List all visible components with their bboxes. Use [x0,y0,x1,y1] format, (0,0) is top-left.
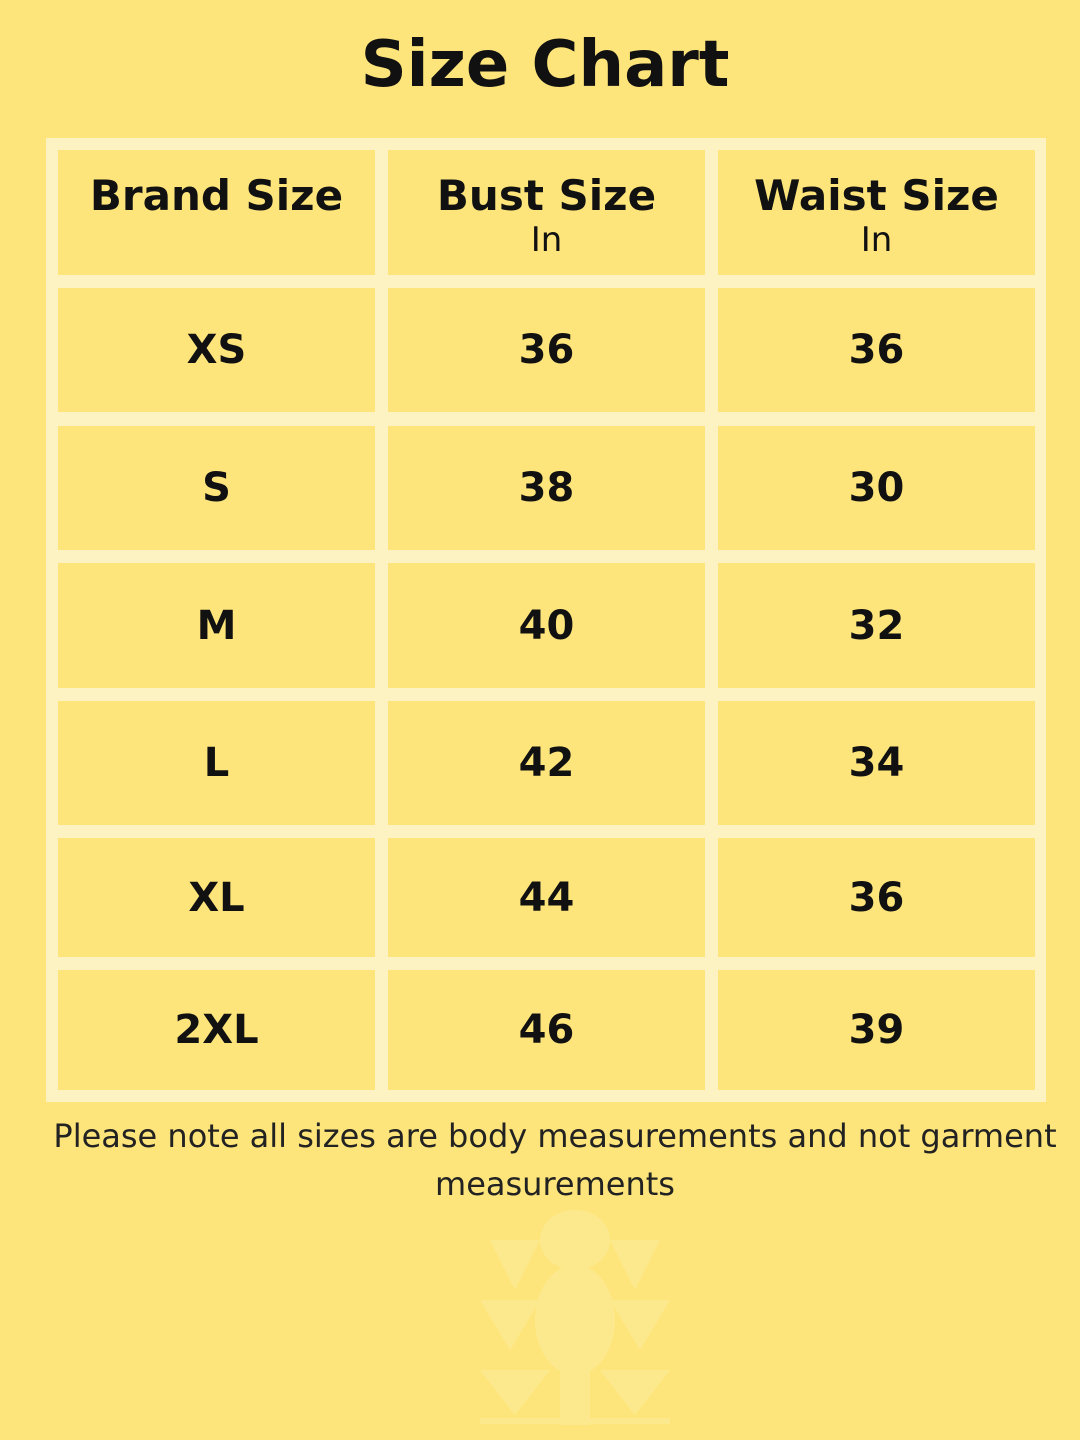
table-cell: 2XL [58,970,375,1090]
column-header-label: Brand Size [89,171,344,220]
table-cell: XS [58,288,375,412]
size-chart-table: Brand Size Bust Size In Waist Size In XS 36 36 S… [46,138,1046,1102]
table-cell: 36 [718,838,1035,957]
column-header: Brand Size [58,150,375,275]
column-header-label: Waist Size [754,171,999,220]
table-cell: 34 [718,701,1035,825]
table-cell: 38 [388,426,705,550]
table-cell: 36 [388,288,705,412]
table-cell: 46 [388,970,705,1090]
page-title: Size Chart [360,28,730,102]
table-cell: 36 [718,288,1035,412]
table-cell: M [58,563,375,688]
table-cell: 39 [718,970,1035,1090]
floral-watermark-icon [480,1210,670,1425]
table-cell: XL [58,838,375,957]
table-cell: 32 [718,563,1035,688]
column-header-unit: In [530,220,563,260]
table-cell: 40 [388,563,705,688]
table-cell: L [58,701,375,825]
column-header: Waist Size In [718,150,1035,275]
table-cell: 42 [388,701,705,825]
table-cell: S [58,426,375,550]
measurement-note: Please note all sizes are body measureme… [53,1117,1057,1203]
column-header-label: Bust Size [436,171,657,220]
column-header-unit: In [860,220,893,260]
column-header: Bust Size In [388,150,705,275]
table-cell: 30 [718,426,1035,550]
table-cell: 44 [388,838,705,957]
